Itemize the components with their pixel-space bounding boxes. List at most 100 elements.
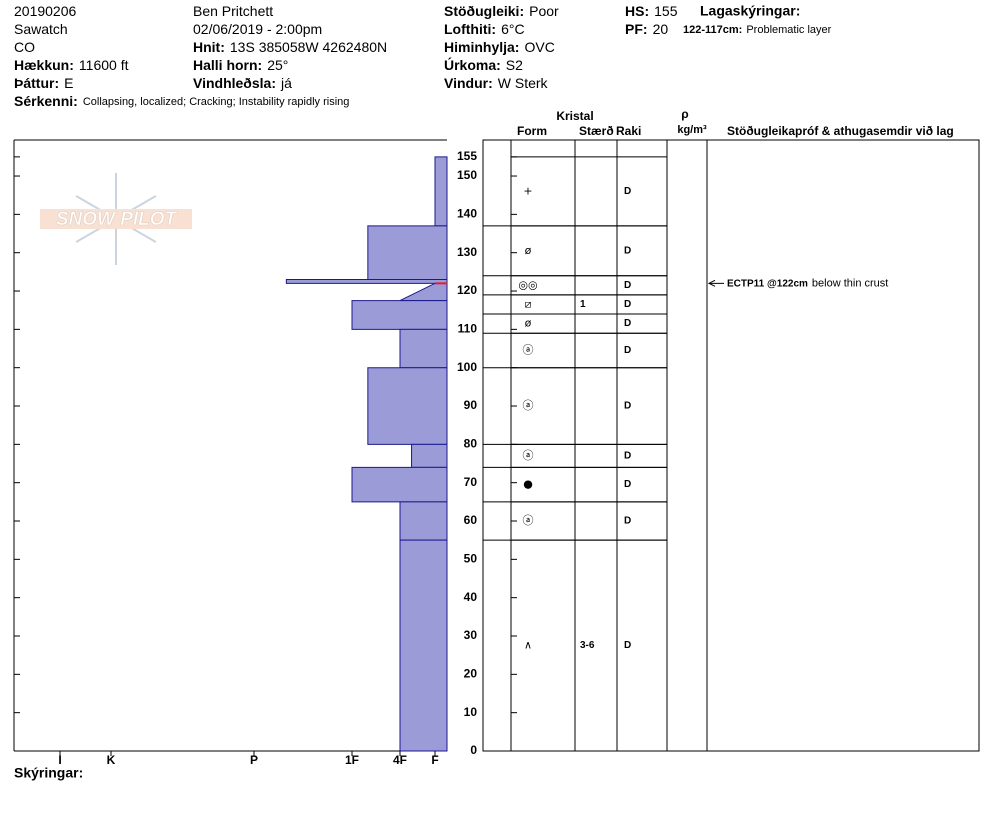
y-tick-label: 10: [464, 705, 478, 719]
header-field: Úrkoma: S2: [444, 56, 523, 73]
field-label: Stöðugleiki:: [444, 3, 524, 19]
y-tick-label: 120: [457, 283, 477, 297]
hardness-layer: [285, 279, 448, 284]
grain-size: 3-6: [580, 640, 595, 651]
field-label: Vindhleðsla:: [193, 75, 276, 91]
header-field: Hækkun: 11600 ft: [14, 57, 129, 73]
grain-form: ⓐ: [523, 514, 534, 527]
field-value: 20: [653, 21, 669, 37]
field-label: Þáttur:: [14, 75, 59, 91]
header-field: Hnit: 13S 385058W 4262480N: [193, 39, 387, 55]
grain-form: ø: [525, 317, 532, 330]
field-value: Ben Pritchett: [193, 3, 273, 19]
grain-form: +: [523, 184, 532, 197]
field-value: S2: [506, 57, 523, 73]
x-tick-label: K: [107, 753, 116, 767]
grain-form: ⓐ: [523, 343, 534, 356]
hardness-layer: [399, 282, 448, 302]
hardness-layer: [367, 225, 448, 281]
legend-text: Problematic layer: [746, 24, 831, 36]
y-tick-label: 70: [464, 475, 478, 489]
y-tick-label: 100: [457, 360, 477, 374]
remarks: Sérkenni: Collapsing, localized; Cracking…: [14, 93, 349, 109]
hardness-layer: [367, 367, 448, 445]
header-field: CO: [14, 39, 35, 55]
logo-text: SNOW PILOT: [56, 209, 178, 230]
y-tick-label: 50: [464, 552, 478, 566]
grain-form: ⓐ: [523, 449, 534, 462]
y-tick-label: 155: [457, 149, 477, 163]
header-field: Þáttur: E: [14, 75, 73, 91]
field-value: 13S 385058W 4262480N: [230, 39, 387, 55]
y-tick-label: 30: [464, 628, 478, 642]
header-field: 02/06/2019 - 2:00pm: [193, 21, 322, 37]
moisture: D: [624, 186, 631, 197]
moisture: D: [624, 516, 631, 527]
test-label: ECTP11 @122cm: [727, 278, 808, 289]
field-value: 02/06/2019 - 2:00pm: [193, 21, 322, 37]
field-label: HS:: [625, 3, 649, 19]
grain-form: ●: [523, 478, 533, 491]
header-field: HS: 155: [625, 3, 678, 19]
header-field: Sawatch: [14, 21, 68, 37]
y-tick-label: 60: [464, 513, 478, 527]
field-value: Sawatch: [14, 21, 68, 37]
x-tick-label: I: [58, 753, 61, 767]
y-tick-label: 130: [457, 245, 477, 259]
y-tick-label: 80: [464, 437, 478, 451]
test-arrowhead: [707, 279, 716, 287]
grain-size: 1: [580, 299, 586, 310]
header-field: 20190206: [14, 3, 77, 19]
y-tick-label: 90: [464, 398, 478, 412]
moisture: D: [624, 318, 631, 329]
hardness-layer: [351, 466, 448, 503]
field-value: 20190206: [14, 3, 77, 19]
test-result: ECTP11 @122cm below thin crust: [727, 277, 888, 289]
header-field: Lofthiti: 6°C: [444, 21, 525, 37]
hardness-layer: [411, 443, 448, 468]
hardness-layer: [399, 501, 448, 541]
remarks-value: Collapsing, localized; Cracking; Instabi…: [83, 96, 350, 108]
logo: SNOW PILOT: [40, 173, 192, 265]
crystal-header: Kristal: [556, 109, 593, 123]
x-tick-label: 4F: [393, 753, 407, 767]
header-field: Himinhylja: OVC: [444, 39, 555, 55]
hardness-layer: [399, 328, 448, 369]
moisture: D: [624, 345, 631, 356]
field-value: Poor: [529, 3, 559, 19]
y-tick-label: 20: [464, 667, 478, 681]
moisture: D: [624, 280, 631, 291]
field-label: Úrkoma:: [444, 56, 501, 73]
hardness-layer: [351, 300, 448, 330]
field-value: 6°C: [501, 21, 525, 37]
moisture-header: Raki: [616, 124, 641, 138]
y-tick-label: 0: [470, 743, 477, 757]
field-label: Lofthiti:: [444, 21, 496, 37]
grain-form: ⧄: [525, 297, 532, 310]
density-unit: kg/m³: [677, 124, 707, 136]
grain-form: ◎◎: [518, 278, 537, 291]
field-label: Himinhylja:: [444, 39, 519, 55]
grain-form: ∧: [524, 639, 532, 652]
field-value: já: [280, 75, 292, 91]
field-label: Hnit:: [193, 39, 225, 55]
moisture: D: [624, 401, 631, 412]
form-header: Form: [517, 124, 547, 138]
moisture: D: [624, 245, 631, 256]
table-frame: [482, 139, 980, 752]
legend-range: 122-117cm:: [683, 24, 742, 36]
field-value: W Sterk: [498, 75, 549, 91]
moisture: D: [624, 479, 631, 490]
grain-form: ⓐ: [523, 399, 534, 412]
field-label: Halli horn:: [193, 57, 262, 73]
header-field: Halli horn: 25°: [193, 57, 288, 73]
y-tick-label: 110: [458, 322, 478, 336]
hardness-layer: [434, 156, 448, 227]
field-label: Vindur:: [444, 75, 493, 91]
remarks-label: Sérkenni:: [14, 93, 78, 109]
grain-form: ø: [525, 244, 532, 257]
x-tick-label: P: [250, 753, 258, 767]
header-field: Vindhleðsla: já: [193, 75, 292, 91]
